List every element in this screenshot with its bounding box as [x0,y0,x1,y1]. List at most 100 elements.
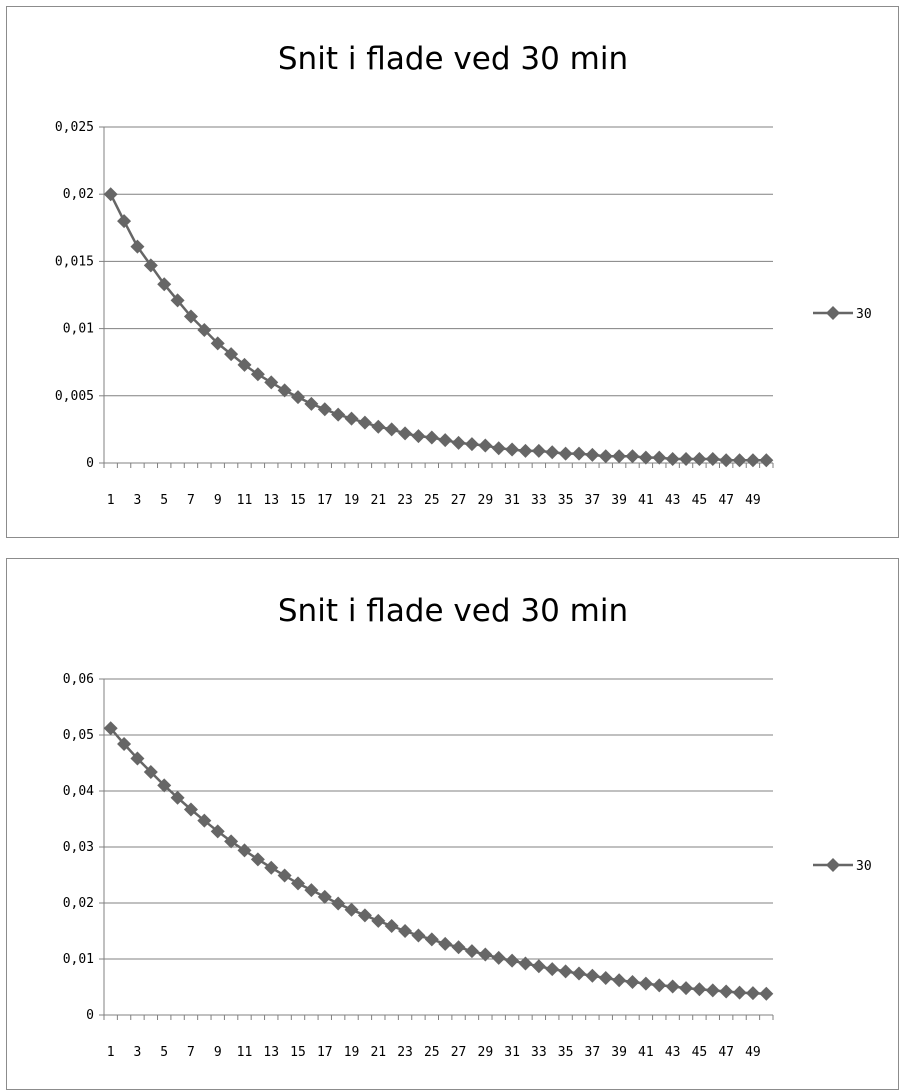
data-point [598,449,613,464]
x-tick-label: 13 [263,493,279,508]
chart-title: Snit i flade ved 30 min [278,593,628,629]
data-point [157,277,172,292]
data-point [264,860,279,875]
y-tick-label: 0,025 [55,120,94,135]
x-tick-label: 3 [134,1045,142,1060]
line-chart-bottom: Snit i flade ved 30 min 0 0,01 0,02 0,03 0,0… [63,593,872,1060]
x-tick-label: 29 [478,493,494,508]
x-tick-label: 9 [214,1045,222,1060]
x-tick-label: 27 [451,493,467,508]
x-tick-label: 1 [107,1045,115,1060]
y-tick-label: 0,02 [63,896,94,911]
y-tick-label: 0,015 [55,254,94,269]
y-tick-label: 0,04 [63,784,94,799]
data-point [451,435,466,450]
x-tick-label: 21 [370,1045,386,1060]
data-point [237,843,252,858]
line-chart-top: Snit i flade ved 30 min 0 0,005 0,01 0,015 0… [55,41,872,508]
data-point [317,402,332,417]
data-point [237,357,252,372]
x-tick-label: 35 [558,493,574,508]
data-point [491,950,506,965]
data-point [384,422,399,437]
x-tick-label: 39 [611,493,627,508]
x-tick-label: 17 [317,493,333,508]
x-tick-label: 43 [665,1045,681,1060]
data-point [518,443,533,458]
y-tick-label: 0,02 [63,187,94,202]
data-point [130,239,145,254]
data-point [277,868,292,883]
chart-panel-top: Snit i flade ved 30 min 0 0,005 0,01 0,015 0… [6,6,899,538]
data-point [331,896,346,911]
x-tick-label: 23 [397,1045,413,1060]
data-point [264,375,279,390]
data-point [719,453,734,468]
data-point [344,902,359,917]
data-point [357,908,372,923]
data-point [398,426,413,441]
data-point [250,367,265,382]
data-point [571,966,586,981]
legend-label: 30 [856,307,872,322]
data-point [679,451,694,466]
series-line [109,193,767,462]
data-point [130,751,145,766]
data-point [143,764,158,779]
data-point [304,396,319,411]
x-tick-label: 33 [531,1045,547,1060]
data-point [411,429,426,444]
data-point [558,446,573,461]
data-point [759,453,774,468]
data-point [732,985,747,1000]
data-point [585,968,600,983]
data-point [224,834,239,849]
legend-label: 30 [856,859,872,874]
chart-title: Snit i flade ved 30 min [278,41,628,77]
x-tick-label: 7 [187,1045,195,1060]
data-point [117,214,132,229]
data-point [250,852,265,867]
x-tick-label: 3 [134,493,142,508]
data-point [357,415,372,430]
data-point [531,959,546,974]
data-point [652,450,667,465]
data-point [170,790,185,805]
data-point [103,721,118,736]
x-tick-label: 11 [237,493,253,508]
data-point [705,983,720,998]
data-point [210,824,225,839]
data-point [438,433,453,448]
x-tick-label: 41 [638,1045,654,1060]
data-point [277,383,292,398]
y-tick-label: 0,005 [55,389,94,404]
data-point [558,964,573,979]
data-point [745,453,760,468]
x-tick-label: 35 [558,1045,574,1060]
data-point [183,802,198,817]
y-tick-label: 0,03 [63,840,94,855]
x-tick-label: 1 [107,493,115,508]
x-tick-label: 25 [424,1045,440,1060]
data-point [491,441,506,456]
data-point [331,407,346,422]
x-tick-label: 45 [692,493,708,508]
data-point [424,932,439,947]
y-tick-label: 0 [86,456,94,471]
x-tick-label: 27 [451,1045,467,1060]
data-point [143,258,158,273]
y-tick-label: 0,06 [63,672,94,687]
data-point [732,453,747,468]
data-point [344,411,359,426]
x-tick-label: 39 [611,1045,627,1060]
data-point [103,187,118,202]
data-point [612,973,627,988]
data-point [224,347,239,362]
data-point [665,451,680,466]
data-point [424,430,439,445]
chart-panel-bottom: Snit i flade ved 30 min 0 0,01 0,02 0,03 0,0… [6,558,899,1090]
data-point [304,883,319,898]
x-tick-label: 43 [665,493,681,508]
x-tick-label: 9 [214,493,222,508]
data-point [317,889,332,904]
